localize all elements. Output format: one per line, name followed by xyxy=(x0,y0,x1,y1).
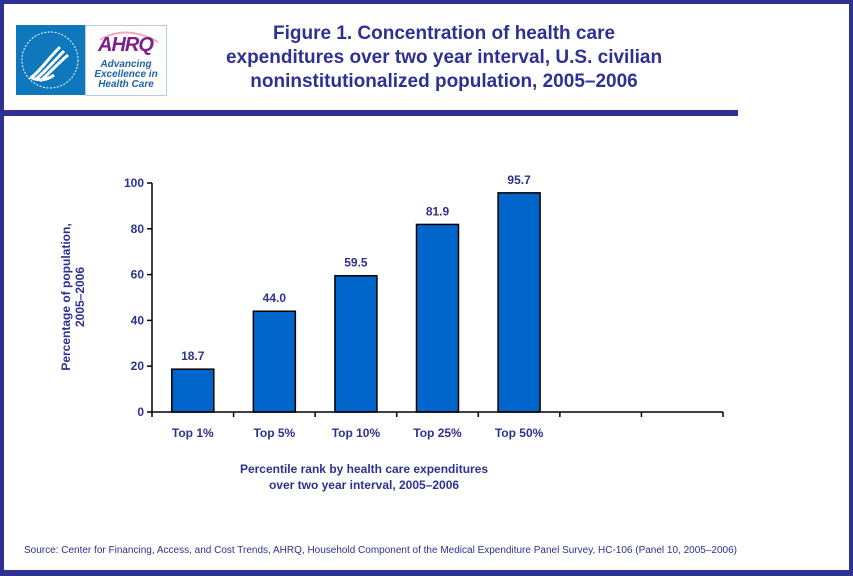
y-tick-label: 20 xyxy=(131,359,145,373)
figure-title: Figure 1. Concentration of health care e… xyxy=(184,22,704,94)
source-note: Source: Center for Financing, Access, an… xyxy=(24,545,737,556)
tagline-line-3: Health Care xyxy=(98,79,154,90)
x-axis-title: Percentile rank by health care expenditu… xyxy=(184,461,544,493)
data-label: 81.9 xyxy=(426,204,450,218)
y-axis-title-line-2: 2005–2006 xyxy=(73,267,87,327)
data-label: 18.7 xyxy=(181,349,205,363)
y-axis-title: Percentage of population, 2005–2006 xyxy=(59,223,87,370)
y-tick-label: 100 xyxy=(124,176,144,190)
title-line-1: Figure 1. Concentration of health care xyxy=(272,23,616,44)
bar xyxy=(415,223,460,413)
bar xyxy=(334,274,378,413)
bar xyxy=(497,192,541,413)
y-tick-label: 0 xyxy=(137,405,144,419)
x-tick-label: Top 10% xyxy=(332,426,381,440)
data-label: 44.0 xyxy=(263,291,287,305)
x-axis-title-line-2: over two year interval, 2005–2006 xyxy=(268,478,460,492)
title-line-3: noninstitutionalized population, 2005–20… xyxy=(250,71,638,92)
y-tick-label: 40 xyxy=(131,313,145,327)
ahrq-text: AHRQ xyxy=(98,34,154,56)
bar xyxy=(252,310,297,413)
plot-area: 18.7 44.0 59.5 81.9 95.7 0 20 40 60 80 100 Top 1% To… xyxy=(124,173,724,440)
bar-chart: Percentage of population, 2005–2006 18.7… xyxy=(59,173,724,440)
tagline-line-1: Advancing xyxy=(100,59,152,70)
title-line-2: expenditures over two year interval, U.S… xyxy=(225,47,663,68)
ahrq-wordmark: AHRQ Advancing Excellence in Health Care xyxy=(85,25,167,96)
bar xyxy=(171,368,215,413)
x-axis-title-line-1: Percentile rank by health care expenditu… xyxy=(239,462,489,476)
hhs-seal-icon xyxy=(16,25,85,95)
x-tick-label: Top 25% xyxy=(413,426,462,440)
tagline-line-2: Excellence in xyxy=(94,69,158,80)
figure-frame: AHRQ Advancing Excellence in Health Care… xyxy=(4,4,849,570)
y-tick-label: 60 xyxy=(131,268,145,282)
ahrq-logo: AHRQ Advancing Excellence in Health Care xyxy=(16,25,167,96)
title-divider xyxy=(4,110,738,116)
x-tick-label: Top 1% xyxy=(172,426,214,440)
y-axis-title-line-1: Percentage of population, xyxy=(59,223,73,370)
x-tick-label: Top 50% xyxy=(495,426,544,440)
x-tick-label: Top 5% xyxy=(253,426,295,440)
data-label: 95.7 xyxy=(507,173,531,187)
y-tick-label: 80 xyxy=(131,222,145,236)
ahrq-tagline: Advancing Excellence in Health Care xyxy=(90,60,162,90)
data-label: 59.5 xyxy=(344,256,368,270)
